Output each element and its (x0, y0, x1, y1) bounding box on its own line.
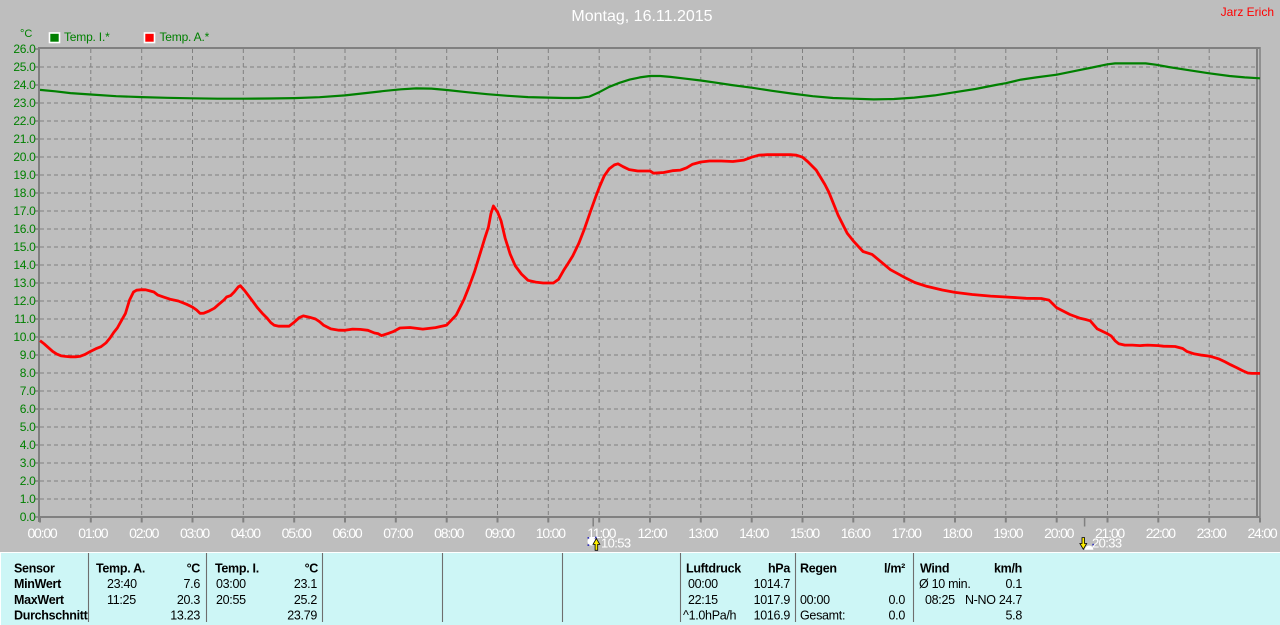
svg-text:Luftdruck: Luftdruck (686, 562, 741, 576)
svg-text:Temp. A.: Temp. A. (96, 562, 145, 576)
svg-text:24:00: 24:00 (1247, 525, 1277, 541)
svg-text:7.0: 7.0 (20, 384, 36, 398)
svg-text:15:00: 15:00 (790, 525, 820, 541)
svg-text:20.0: 20.0 (13, 150, 36, 164)
svg-text:7.6: 7.6 (184, 577, 201, 591)
svg-text:MinWert: MinWert (14, 577, 62, 591)
svg-text:10.0: 10.0 (13, 330, 36, 344)
svg-text:21:00: 21:00 (1095, 525, 1125, 541)
svg-text:°C: °C (187, 562, 201, 576)
svg-text:0.0: 0.0 (889, 609, 906, 623)
svg-text:01:00: 01:00 (78, 525, 108, 541)
svg-text:22.0: 22.0 (13, 114, 36, 128)
svg-text:02:00: 02:00 (129, 525, 159, 541)
svg-text:23:00: 23:00 (1197, 525, 1227, 541)
svg-text:Temp. A.*: Temp. A.* (160, 30, 210, 44)
svg-text:13:00: 13:00 (688, 525, 718, 541)
svg-text:25.2: 25.2 (294, 593, 317, 607)
svg-text:1.0: 1.0 (20, 492, 36, 506)
svg-text:MaxWert: MaxWert (14, 593, 65, 607)
svg-text:20:00: 20:00 (1044, 525, 1074, 541)
svg-text:04:00: 04:00 (231, 525, 261, 541)
svg-text:4.0: 4.0 (20, 438, 36, 452)
svg-text:19.0: 19.0 (13, 168, 36, 182)
svg-text:1016.9: 1016.9 (754, 609, 791, 623)
svg-text:16.0: 16.0 (13, 222, 36, 236)
svg-text:Jarz Erich: Jarz Erich (1221, 5, 1274, 19)
svg-text:Regen: Regen (800, 562, 837, 576)
svg-text:03:00: 03:00 (216, 577, 246, 591)
svg-text:08:00: 08:00 (434, 525, 464, 541)
svg-text:20.3: 20.3 (177, 593, 200, 607)
svg-text:00:00: 00:00 (27, 525, 57, 541)
svg-text:hPa: hPa (768, 562, 791, 576)
svg-text:Wind: Wind (920, 562, 949, 576)
svg-text:3.0: 3.0 (20, 456, 36, 470)
svg-text:14.0: 14.0 (13, 258, 36, 272)
svg-text:12.0: 12.0 (13, 294, 36, 308)
svg-text:Montag, 16.11.2015: Montag, 16.11.2015 (571, 8, 712, 25)
svg-text:5.8: 5.8 (1006, 609, 1023, 623)
svg-text:14:00: 14:00 (739, 525, 769, 541)
svg-text:22:00: 22:00 (1146, 525, 1176, 541)
svg-text:21.0: 21.0 (13, 132, 36, 146)
svg-text:13.23: 13.23 (170, 609, 200, 623)
svg-text:12:00: 12:00 (637, 525, 667, 541)
svg-text:24.0: 24.0 (13, 78, 36, 92)
svg-text:08:25: 08:25 (925, 593, 955, 607)
svg-text:Sensor: Sensor (14, 562, 55, 576)
svg-text:9.0: 9.0 (20, 348, 36, 362)
svg-text:0.1: 0.1 (1006, 577, 1023, 591)
svg-text:00:00: 00:00 (688, 577, 718, 591)
svg-text:25.0: 25.0 (13, 60, 36, 74)
svg-text:8.0: 8.0 (20, 366, 36, 380)
svg-text:N-NO 24.7: N-NO 24.7 (965, 593, 1022, 607)
svg-text:1014.7: 1014.7 (754, 577, 791, 591)
svg-text:23.1: 23.1 (294, 577, 317, 591)
svg-text:°C: °C (305, 562, 319, 576)
svg-text:18:00: 18:00 (942, 525, 972, 541)
svg-text:11:25: 11:25 (107, 593, 136, 607)
svg-text:6.0: 6.0 (20, 402, 36, 416)
svg-text:km/h: km/h (994, 562, 1022, 576)
svg-text:22:15: 22:15 (688, 593, 718, 607)
svg-text:07:00: 07:00 (383, 525, 413, 541)
svg-text:0.0: 0.0 (20, 510, 36, 524)
svg-text:Temp. I.*: Temp. I.* (64, 30, 110, 44)
svg-text:18.0: 18.0 (13, 186, 36, 200)
svg-text:26.0: 26.0 (13, 42, 36, 56)
svg-text:23.79: 23.79 (287, 609, 317, 623)
svg-text:23:40: 23:40 (107, 577, 137, 591)
svg-text:0.0: 0.0 (889, 593, 906, 607)
svg-text:11.0: 11.0 (14, 312, 36, 326)
svg-text:09:00: 09:00 (485, 525, 515, 541)
svg-text:20:33: 20:33 (1092, 536, 1122, 551)
svg-text:16:00: 16:00 (841, 525, 871, 541)
svg-text:20:55: 20:55 (216, 593, 246, 607)
svg-text:00:00: 00:00 (800, 593, 830, 607)
svg-text:11:00: 11:00 (587, 525, 616, 541)
svg-text:17:00: 17:00 (892, 525, 922, 541)
svg-text:23.0: 23.0 (13, 96, 36, 110)
svg-text:06:00: 06:00 (332, 525, 362, 541)
svg-text:1017.9: 1017.9 (754, 593, 791, 607)
svg-text:l/m²: l/m² (884, 562, 905, 576)
svg-text:5.0: 5.0 (20, 420, 36, 434)
svg-text:05:00: 05:00 (282, 525, 312, 541)
svg-text:°C: °C (20, 28, 32, 40)
svg-text:10:53: 10:53 (601, 536, 631, 551)
svg-text:Ø 10 min.: Ø 10 min. (919, 577, 971, 591)
svg-text:Temp. I.: Temp. I. (215, 562, 259, 576)
svg-text:03:00: 03:00 (180, 525, 210, 541)
svg-text:^1.0hPa/h: ^1.0hPa/h (683, 609, 737, 623)
svg-text:17.0: 17.0 (13, 204, 36, 218)
svg-text:Durchschnitt: Durchschnitt (14, 609, 89, 623)
svg-text:10:00: 10:00 (536, 525, 566, 541)
svg-text:Gesamt:: Gesamt: (800, 609, 845, 623)
svg-text:13.0: 13.0 (13, 276, 36, 290)
svg-text:2.0: 2.0 (20, 474, 36, 488)
svg-text:15.0: 15.0 (13, 240, 36, 254)
svg-text:19:00: 19:00 (993, 525, 1023, 541)
